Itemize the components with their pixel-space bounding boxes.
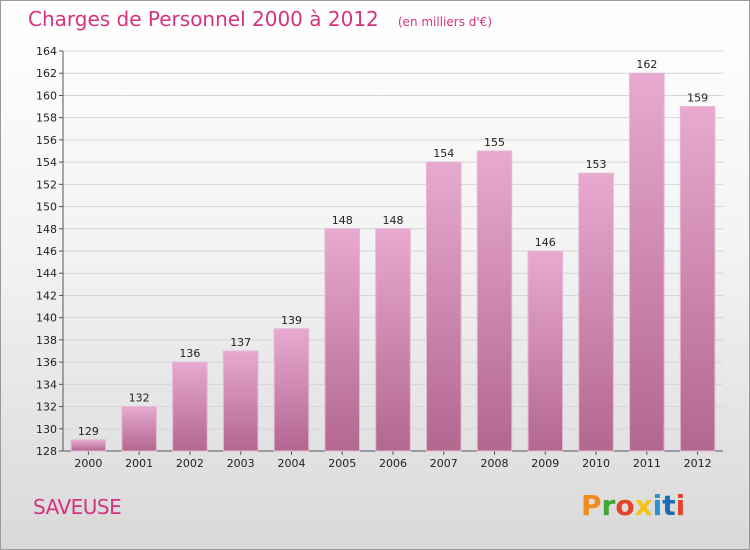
brand-letter: r [601,489,616,522]
bar-value-label: 153 [586,158,607,171]
y-tick-label: 158 [36,112,57,125]
brand-letter: i [675,489,686,522]
x-tick-label: 2005 [328,457,356,470]
brand-letter: P [581,489,602,522]
chart-subtitle: (en milliers d'€) [397,15,492,29]
y-tick-label: 148 [36,223,57,236]
bar-value-label: 155 [484,136,505,149]
y-tick-label: 134 [36,378,57,391]
x-tick-label: 2006 [379,457,407,470]
bar [70,439,107,452]
bar [324,228,360,452]
bar [629,72,665,452]
bar [172,361,208,452]
bar-value-label: 136 [179,347,200,360]
commune-name: SAVEUSE [33,495,122,519]
x-tick-label: 2001 [125,457,153,470]
label-layer: 129 132 136 137 139 148 148 154 155 146 153 162 159 [78,58,708,438]
y-tick-label: 154 [36,156,57,169]
bar-value-label: 129 [78,425,99,438]
y-tick-label: 138 [36,334,57,347]
y-tick-label: 130 [36,423,57,436]
brand-letter: x [634,489,653,522]
y-tick-label: 140 [36,312,57,325]
brand-letter: i [652,489,663,522]
x-tick-label: 2004 [277,457,305,470]
x-tick-label: 2012 [684,457,712,470]
bar-layer [70,72,716,452]
bar [375,228,411,452]
x-tick-label: 2011 [633,457,661,470]
y-tick-label: 132 [36,401,57,414]
axis-layer: 128 130 132 134 136 138 140 142 144 146 148 150 152 1… [36,45,723,470]
bar-value-label: 148 [332,214,353,227]
brand-letter: t [662,489,676,522]
bar-value-label: 162 [636,58,657,71]
brand-letter: o [615,489,635,522]
bar-value-label: 148 [383,214,404,227]
bar [121,406,157,452]
x-tick-label: 2008 [481,457,509,470]
bar [476,150,513,452]
bar [679,106,716,452]
title-row: Charges de Personnel 2000 à 2012 (en mil… [28,7,492,31]
y-tick-label: 160 [36,89,57,102]
y-tick-label: 156 [36,134,57,147]
x-tick-label: 2002 [176,457,204,470]
bar-value-label: 154 [433,147,454,160]
x-tick-label: 2000 [74,457,102,470]
y-tick-label: 162 [36,67,57,80]
bar-value-label: 132 [129,392,150,405]
bar-value-label: 137 [230,336,251,349]
bar [426,161,462,452]
y-tick-label: 150 [36,201,57,214]
chart-title: Charges de Personnel 2000 à 2012 [28,7,379,31]
bar-value-label: 139 [281,314,302,327]
y-tick-label: 128 [36,445,57,458]
bar [578,172,614,452]
y-tick-label: 146 [36,245,57,258]
bar [222,350,259,452]
y-tick-label: 164 [36,45,57,58]
bar [527,250,564,452]
brand-logo: Proxiti [581,489,685,522]
bar [273,328,310,452]
x-tick-label: 2007 [430,457,458,470]
y-tick-label: 144 [36,267,57,280]
x-tick-label: 2003 [227,457,255,470]
bar-value-label: 159 [687,92,708,105]
x-tick-label: 2010 [582,457,610,470]
y-tick-label: 136 [36,356,57,369]
y-tick-label: 142 [36,289,57,302]
y-tick-label: 152 [36,178,57,191]
bar-value-label: 146 [535,236,556,249]
x-tick-label: 2009 [531,457,559,470]
